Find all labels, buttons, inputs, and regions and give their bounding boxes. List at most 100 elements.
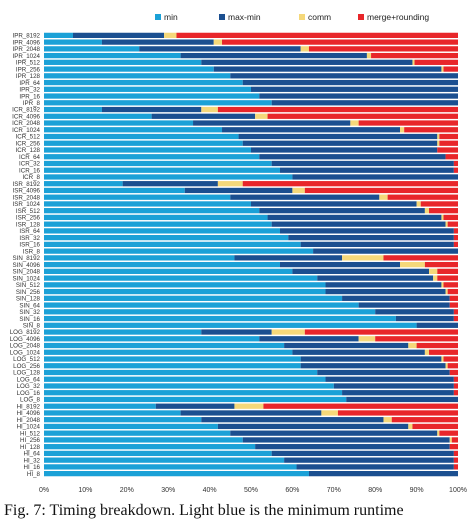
category-label: ICR_256 [16, 140, 41, 147]
category-label: IPR_4096 [12, 39, 40, 46]
bar-segment-IPR_4096-merge+rounding [222, 39, 458, 45]
bar-segment-LOG_128-min [44, 369, 318, 376]
category-label: IPR_256 [16, 66, 41, 73]
bar-segment-HI_16-max-min [296, 464, 454, 470]
bar-segment-ISR_8192-max-min [122, 181, 218, 187]
bar-segment-LOG_32-merge+rounding [453, 383, 458, 389]
bar-segment-HI_2048-min [44, 417, 202, 423]
bar-segment-IPR_512-min [44, 59, 202, 65]
bar-segment-LOG_1024-max-min [292, 349, 425, 355]
category-label: ICR_32 [19, 161, 41, 168]
bar-segment-HI_512-comm [437, 430, 440, 436]
bar-segment-LOG_2048-comm [408, 342, 417, 349]
bar-segment-HI_2048-max-min [201, 417, 384, 423]
bar-segment-IPR_32-min [44, 86, 251, 92]
category-label: HI_4096 [17, 410, 41, 417]
category-label: HI_128 [20, 444, 41, 451]
bar-segment-ISR_1024-comm [416, 201, 421, 207]
bar-segment-IPR_512-comm [412, 59, 415, 65]
category-label: ISR_32 [19, 235, 40, 242]
bar-segment-IPR_4096-min [44, 39, 102, 45]
bar-segment-LOG_1024-merge+rounding [429, 349, 458, 355]
bar-segment-HI_4096-min [44, 410, 181, 416]
bar-segment-SIN_16-merge+rounding [453, 315, 458, 322]
category-label: SIN_4096 [12, 262, 40, 269]
bar-segment-LOG_128-max-min [317, 369, 450, 376]
bar-segment-LOG_8-max-min [346, 396, 458, 403]
bar-segment-LOG_2048-min [44, 342, 285, 349]
bar-segment-SIN_4096-comm [400, 261, 425, 268]
bar-segment-LOG_128-merge+rounding [449, 369, 458, 376]
bar-segment-HI_8-max-min [308, 471, 458, 477]
bar-segment-SIN_1024-min [44, 275, 318, 281]
bar-segment-ICR_256-min [44, 140, 243, 146]
x-tick-label: 60% [285, 487, 299, 494]
bar-segment-IPR_2048-comm [300, 46, 309, 52]
bar-segment-HI_8192-max-min [155, 403, 235, 409]
bar-segment-HI_2048-merge+rounding [391, 417, 458, 423]
bar-segment-IPR_1024-max-min [180, 52, 367, 59]
bar-segment-HI_32-merge+rounding [453, 457, 458, 463]
bar-segment-ISR_4096-min [44, 187, 185, 194]
bar-segment-ISR_2048-max-min [230, 194, 380, 200]
bar-segment-HI_128-max-min [255, 444, 450, 450]
category-label: IPR_64 [19, 80, 40, 87]
bars [44, 32, 459, 477]
category-labels: IPR_8192IPR_4096IPR_2048IPR_1024IPR_512I… [10, 33, 41, 478]
bar-segment-ISR_128-max-min [271, 221, 446, 227]
bar-segment-HI_8192-min [44, 403, 156, 409]
bar-segment-IPR_8192-merge+rounding [176, 32, 459, 38]
bar-segment-ISR_128-min [44, 221, 272, 227]
category-label: LOG_16 [17, 390, 41, 397]
bar-segment-ICR_8192-comm [201, 106, 218, 113]
bar-segment-ISR_128-merge+rounding [447, 221, 458, 227]
bar-segment-IPR_8192-comm [164, 32, 177, 38]
bar-segment-SIN_128-merge+rounding [449, 295, 458, 301]
bar-segment-LOG_8192-merge+rounding [304, 329, 458, 335]
legend-swatch-2 [299, 14, 305, 20]
bar-segment-IPR_256-comm [441, 66, 444, 72]
bar-segment-SIN_16-min [44, 315, 396, 322]
bar-segment-LOG_16-merge+rounding [453, 390, 458, 396]
bar-segment-IPR_256-max-min [213, 66, 442, 72]
category-label: ISR_8192 [12, 181, 40, 188]
bar-segment-SIN_256-comm [445, 288, 448, 295]
x-tick-label: 70% [327, 487, 341, 494]
category-label: HI_512 [20, 430, 41, 437]
bar-segment-LOG_4096-min [44, 336, 260, 342]
category-label: ISR_4096 [12, 188, 40, 195]
bar-segment-SIN_32-max-min [375, 309, 454, 315]
bar-segment-LOG_512-max-min [300, 356, 442, 362]
bar-segment-IPR_256-min [44, 66, 214, 72]
bar-segment-ISR_8192-min [44, 181, 123, 187]
bar-segment-SIN_128-max-min [342, 295, 450, 301]
category-label: HI_8192 [17, 403, 41, 410]
category-label: IPR_8192 [12, 33, 40, 40]
bar-segment-ICR_256-comm [437, 140, 440, 146]
bar-segment-HI_512-max-min [230, 430, 438, 436]
bar-segment-LOG_256-merge+rounding [447, 363, 458, 369]
category-label: LOG_2048 [10, 343, 41, 350]
bar-segment-IPR_128-min [44, 73, 231, 79]
bar-segment-LOG_32-max-min [333, 383, 454, 389]
bar-segment-SIN_256-merge+rounding [447, 288, 458, 295]
bar-segment-ISR_256-max-min [267, 214, 442, 221]
category-label: ICR_16 [19, 167, 41, 174]
legend-label-1: max-min [228, 12, 261, 22]
bar-segment-LOG_256-max-min [300, 363, 446, 369]
bar-segment-HI_16-merge+rounding [453, 464, 458, 470]
bar-segment-HI_8192-comm [234, 403, 264, 409]
bar-segment-ISR_128-comm [445, 221, 448, 227]
category-label: IPR_32 [19, 87, 40, 94]
bar-segment-SIN_1024-comm [433, 275, 438, 281]
bar-segment-ICR_4096-max-min [151, 113, 256, 119]
bar-segment-SIN_32-min [44, 309, 376, 315]
bar-segment-SIN_64-min [44, 302, 359, 308]
bar-segment-SIN_2048-min [44, 268, 293, 274]
category-label: ISR_128 [16, 221, 41, 228]
bar-segment-SIN_8192-merge+rounding [383, 255, 458, 261]
category-label: ICR_8 [22, 174, 40, 181]
category-label: ISR_16 [19, 242, 40, 249]
bar-segment-ISR_4096-comm [292, 187, 305, 194]
bar-segment-SIN_128-min [44, 295, 343, 301]
